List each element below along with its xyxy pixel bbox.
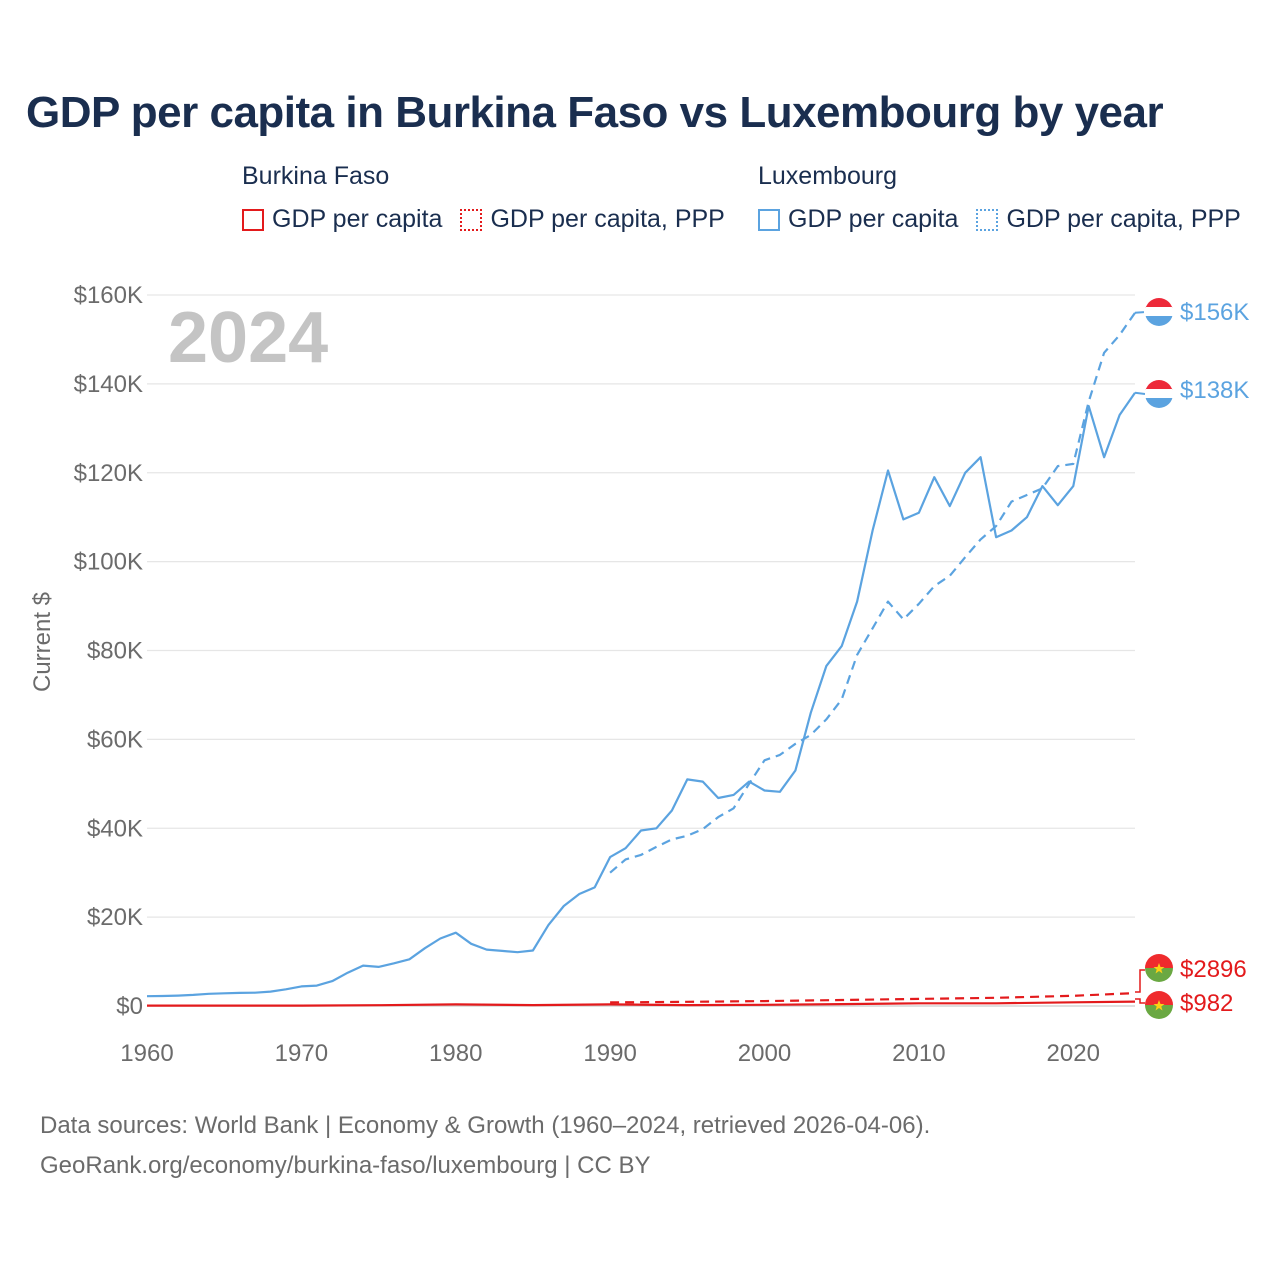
end-label-bf-ppp: $2896 xyxy=(1180,956,1247,983)
y-tick-label: $60K xyxy=(87,726,143,753)
x-tick-label: 2010 xyxy=(892,1040,945,1067)
y-tick-label: $100K xyxy=(74,549,143,576)
footer-link[interactable]: GeoRank.org/economy/burkina-faso/luxembo… xyxy=(40,1152,651,1179)
x-tick-label: 1980 xyxy=(429,1040,482,1067)
legend-group-burkina-faso: Burkina Faso GDP per capita GDP per capi… xyxy=(242,162,725,234)
burkina-faso-flag-icon xyxy=(1145,954,1173,982)
legend-item-lu-gdp[interactable]: GDP per capita xyxy=(758,205,958,234)
y-tick-label: $80K xyxy=(87,638,143,665)
legend-swatch-dotted xyxy=(976,208,999,231)
legend-item-bf-gdp[interactable]: GDP per capita xyxy=(242,205,442,234)
legend-label: GDP per capita xyxy=(272,205,443,233)
end-label-bf-gdp: $982 xyxy=(1180,990,1233,1017)
x-tick-label: 1970 xyxy=(275,1040,328,1067)
x-tick-label: 1960 xyxy=(120,1040,173,1067)
y-tick-label: $20K xyxy=(87,904,143,931)
y-tick-label: $40K xyxy=(87,815,143,842)
y-axis-label: Current $ xyxy=(29,592,56,692)
legend-group-title: Burkina Faso xyxy=(242,162,390,190)
luxembourg-flag-icon xyxy=(1145,380,1173,408)
luxembourg-flag-icon xyxy=(1145,298,1173,326)
y-tick-label: $160K xyxy=(74,282,143,309)
series-line-burkina-faso-gdp-per-capita[interactable] xyxy=(147,1000,1136,1007)
series-line-luxembourg-gdp-per-capita-ppp[interactable] xyxy=(609,312,1136,874)
legend-label: GDP per capita, PPP xyxy=(490,205,725,233)
footer-sources: Data sources: World Bank | Economy & Gro… xyxy=(40,1112,931,1139)
end-connector xyxy=(1134,311,1146,314)
legend-swatch-dotted xyxy=(460,208,483,231)
x-tick-label: 1990 xyxy=(583,1040,636,1067)
y-tick-label: $0 xyxy=(116,993,143,1020)
chart-title: GDP per capita in Burkina Faso vs Luxemb… xyxy=(26,88,1164,137)
x-tick-label: 2000 xyxy=(738,1040,791,1067)
y-tick-label: $140K xyxy=(74,371,143,398)
x-tick-label: 2020 xyxy=(1047,1040,1100,1067)
legend-swatch-solid xyxy=(242,208,264,231)
end-label-lu-ppp: $156K xyxy=(1180,299,1249,326)
burkina-faso-flag-icon xyxy=(1145,991,1173,1019)
legend-label: GDP per capita xyxy=(788,205,959,233)
legend-group-luxembourg: Luxembourg GDP per capita GDP per capita… xyxy=(758,162,1241,234)
series-line-luxembourg-gdp-per-capita[interactable] xyxy=(146,392,1136,998)
legend-group-title: Luxembourg xyxy=(758,162,897,190)
leader-line xyxy=(1135,998,1145,1004)
series-line-burkina-faso-gdp-per-capita-ppp[interactable] xyxy=(610,992,1136,1004)
end-connector xyxy=(1134,391,1146,395)
line-chart: $0 $20K $40K $60K $80K $100K $120K $140K $160K 19… xyxy=(29,282,1249,1067)
y-tick-label: $120K xyxy=(74,460,143,487)
legend-item-bf-gdp-ppp[interactable]: GDP per capita, PPP xyxy=(460,205,725,234)
end-label-lu-gdp: $138K xyxy=(1180,377,1249,404)
leader-line xyxy=(1135,969,1145,993)
year-watermark: 2024 xyxy=(168,298,328,378)
legend-label: GDP per capita, PPP xyxy=(1006,205,1241,233)
footer: Data sources: World Bank | Economy & Gro… xyxy=(40,1106,930,1186)
legend-item-lu-gdp-ppp[interactable]: GDP per capita, PPP xyxy=(976,205,1241,234)
legend-swatch-solid xyxy=(758,208,780,231)
